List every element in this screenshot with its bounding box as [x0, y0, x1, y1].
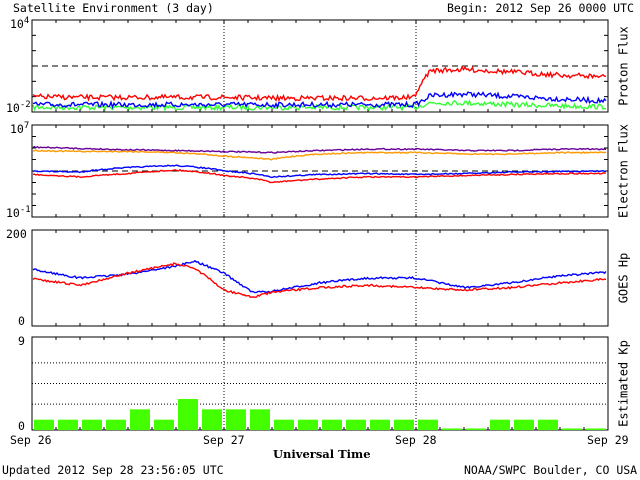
purple-series-line — [32, 145, 607, 154]
xtick-label: Sep 29 — [587, 433, 629, 447]
kp-bar — [154, 419, 174, 430]
estimated-kp-ylabel: Estimated Kp — [617, 340, 631, 427]
xtick-label: Sep 26 — [10, 433, 52, 447]
kp-bar — [202, 409, 222, 430]
kp-bar — [34, 419, 54, 430]
kp-bar — [82, 419, 102, 430]
kp-bar — [346, 419, 366, 430]
kp-bar — [442, 428, 462, 430]
updated-time: Updated 2012 Sep 28 23:56:05 UTC — [2, 463, 224, 477]
x-axis-label: Universal Time — [273, 447, 371, 461]
electron-flux-frame — [31, 124, 609, 218]
kp-bar — [370, 419, 390, 430]
kp-bar — [466, 428, 486, 430]
kp-bar — [514, 419, 534, 430]
proton-ytick-bottom: 10-2 — [6, 100, 31, 115]
electron-ytick-top: 107 — [10, 121, 30, 136]
proton-flux-ylabel: Proton Flux — [617, 26, 631, 105]
blue-series-line — [32, 91, 607, 110]
kp-bar — [418, 419, 438, 430]
chart-title: Satellite Environment (3 day) — [13, 1, 214, 15]
xtick-label: Sep 28 — [395, 433, 437, 447]
proton-ytick-top: 104 — [10, 16, 30, 31]
electron-ytick-bottom: 10-1 — [6, 205, 31, 220]
hp-ytick-top: 200 — [6, 227, 27, 241]
red-series-line — [32, 65, 607, 103]
xtick-label: Sep 27 — [203, 433, 245, 447]
blue-series-line — [32, 164, 607, 179]
kp-bar — [226, 409, 246, 430]
kp-bar — [538, 419, 558, 430]
goes-hp-frame — [31, 229, 609, 327]
kp-ytick-top: 9 — [18, 334, 25, 348]
kp-bar — [130, 409, 150, 430]
red-series-line — [32, 168, 607, 184]
kp-bar — [274, 419, 294, 430]
kp-bar — [58, 419, 78, 430]
kp-bar — [394, 419, 414, 430]
kp-bar — [490, 419, 510, 430]
kp-bar — [250, 409, 270, 430]
hp-ytick-bottom: 0 — [18, 314, 25, 328]
credit: NOAA/SWPC Boulder, CO USA — [464, 463, 638, 477]
kp-ytick-bottom: 0 — [18, 419, 25, 433]
kp-bar — [322, 419, 342, 430]
kp-bar — [562, 428, 582, 430]
kp-bar — [106, 419, 126, 430]
green-series-line — [32, 99, 607, 112]
red-series-line — [32, 262, 607, 299]
electron-flux-ylabel: Electron Flux — [617, 124, 631, 218]
orange-series-line — [32, 149, 607, 161]
goes-hp-ylabel: GOES Hp — [617, 253, 631, 304]
kp-bar — [298, 419, 318, 430]
begin-time: Begin: 2012 Sep 26 0000 UTC — [447, 1, 634, 15]
kp-bar — [586, 428, 606, 430]
kp-bar — [178, 399, 198, 430]
